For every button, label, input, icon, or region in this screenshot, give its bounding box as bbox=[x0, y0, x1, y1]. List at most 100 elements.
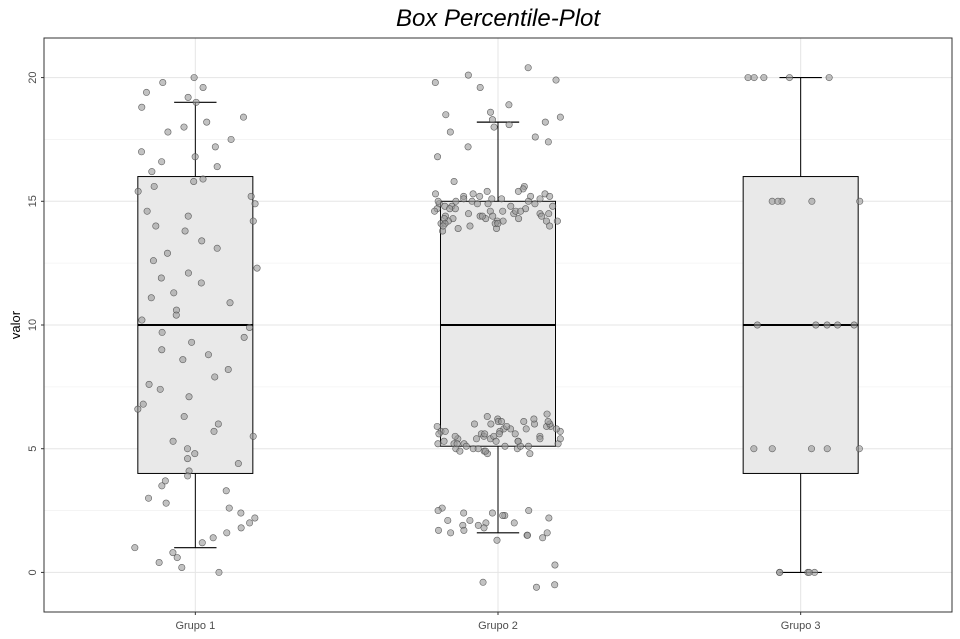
data-point bbox=[239, 113, 247, 121]
data-point bbox=[185, 393, 193, 401]
data-point bbox=[499, 512, 507, 520]
x-tick-label: Grupo 3 bbox=[781, 620, 821, 632]
data-point bbox=[454, 225, 462, 233]
data-point bbox=[184, 455, 192, 463]
data-point bbox=[470, 420, 478, 428]
data-point bbox=[488, 116, 496, 124]
data-point bbox=[543, 529, 551, 537]
data-point bbox=[147, 294, 155, 302]
data-point bbox=[469, 190, 477, 198]
data-point bbox=[157, 274, 165, 282]
data-point bbox=[223, 529, 231, 537]
data-point bbox=[498, 417, 506, 425]
data-point bbox=[158, 346, 166, 354]
data-point bbox=[812, 321, 820, 329]
y-tick-label: 10 bbox=[27, 319, 39, 331]
data-point bbox=[750, 445, 758, 453]
data-point bbox=[197, 279, 205, 287]
data-point bbox=[460, 509, 468, 517]
data-point bbox=[522, 425, 530, 433]
data-point bbox=[162, 499, 170, 507]
data-point bbox=[155, 559, 163, 567]
data-point bbox=[434, 440, 442, 448]
data-point bbox=[148, 168, 156, 176]
data-point bbox=[542, 217, 550, 225]
data-point bbox=[159, 79, 167, 87]
data-point bbox=[164, 128, 172, 136]
data-point bbox=[191, 153, 199, 161]
data-point bbox=[515, 215, 523, 223]
box bbox=[439, 200, 557, 447]
data-point bbox=[464, 71, 472, 79]
data-point bbox=[199, 175, 207, 183]
data-point bbox=[161, 477, 169, 485]
data-point bbox=[150, 182, 158, 190]
data-point bbox=[484, 200, 492, 208]
data-point bbox=[501, 442, 509, 450]
data-point bbox=[156, 385, 164, 393]
x-tick-label: Grupo 1 bbox=[175, 620, 215, 632]
data-point bbox=[191, 450, 199, 458]
data-point bbox=[142, 88, 150, 96]
data-point bbox=[240, 333, 248, 341]
data-point bbox=[431, 79, 439, 87]
data-point bbox=[551, 581, 559, 589]
data-point bbox=[549, 202, 557, 210]
data-point bbox=[488, 195, 496, 203]
data-point bbox=[493, 536, 501, 544]
data-point bbox=[487, 420, 495, 428]
data-point bbox=[774, 197, 782, 205]
data-point bbox=[753, 321, 761, 329]
x-tick-label: Grupo 2 bbox=[478, 620, 518, 632]
data-point bbox=[211, 143, 219, 151]
data-point bbox=[481, 430, 489, 438]
data-point bbox=[225, 504, 233, 512]
data-point bbox=[545, 210, 553, 218]
data-point bbox=[546, 222, 554, 230]
data-point bbox=[517, 207, 525, 215]
data-point bbox=[446, 128, 454, 136]
data-point bbox=[473, 200, 481, 208]
data-point bbox=[492, 437, 500, 445]
data-point bbox=[152, 222, 160, 230]
data-point bbox=[237, 509, 245, 517]
data-point bbox=[139, 400, 147, 408]
data-point bbox=[505, 121, 513, 129]
data-point bbox=[184, 472, 192, 480]
data-point bbox=[546, 192, 554, 200]
data-point bbox=[503, 422, 511, 430]
data-point bbox=[476, 83, 484, 91]
data-point bbox=[169, 437, 177, 445]
data-point bbox=[489, 212, 497, 220]
data-point bbox=[251, 514, 259, 522]
data-point bbox=[823, 321, 831, 329]
data-point bbox=[145, 380, 153, 388]
data-point bbox=[526, 450, 534, 458]
data-point bbox=[487, 108, 495, 116]
data-point bbox=[433, 422, 441, 430]
data-point bbox=[138, 316, 146, 324]
data-point bbox=[211, 373, 219, 381]
data-point bbox=[246, 519, 254, 527]
data-point bbox=[227, 135, 235, 143]
data-point bbox=[460, 526, 468, 534]
data-point bbox=[143, 207, 151, 215]
data-point bbox=[460, 195, 468, 203]
data-point bbox=[440, 437, 448, 445]
data-point bbox=[499, 207, 507, 215]
data-point bbox=[163, 249, 171, 257]
data-point bbox=[808, 445, 816, 453]
data-point bbox=[805, 568, 813, 576]
data-point bbox=[507, 202, 515, 210]
data-point bbox=[480, 524, 488, 532]
data-point bbox=[483, 187, 491, 195]
data-point bbox=[453, 440, 461, 448]
data-point bbox=[536, 435, 544, 443]
data-point bbox=[170, 289, 178, 297]
data-point bbox=[434, 507, 442, 515]
data-point bbox=[524, 197, 532, 205]
data-point bbox=[432, 190, 440, 198]
data-point bbox=[134, 405, 142, 413]
data-point bbox=[551, 561, 559, 569]
